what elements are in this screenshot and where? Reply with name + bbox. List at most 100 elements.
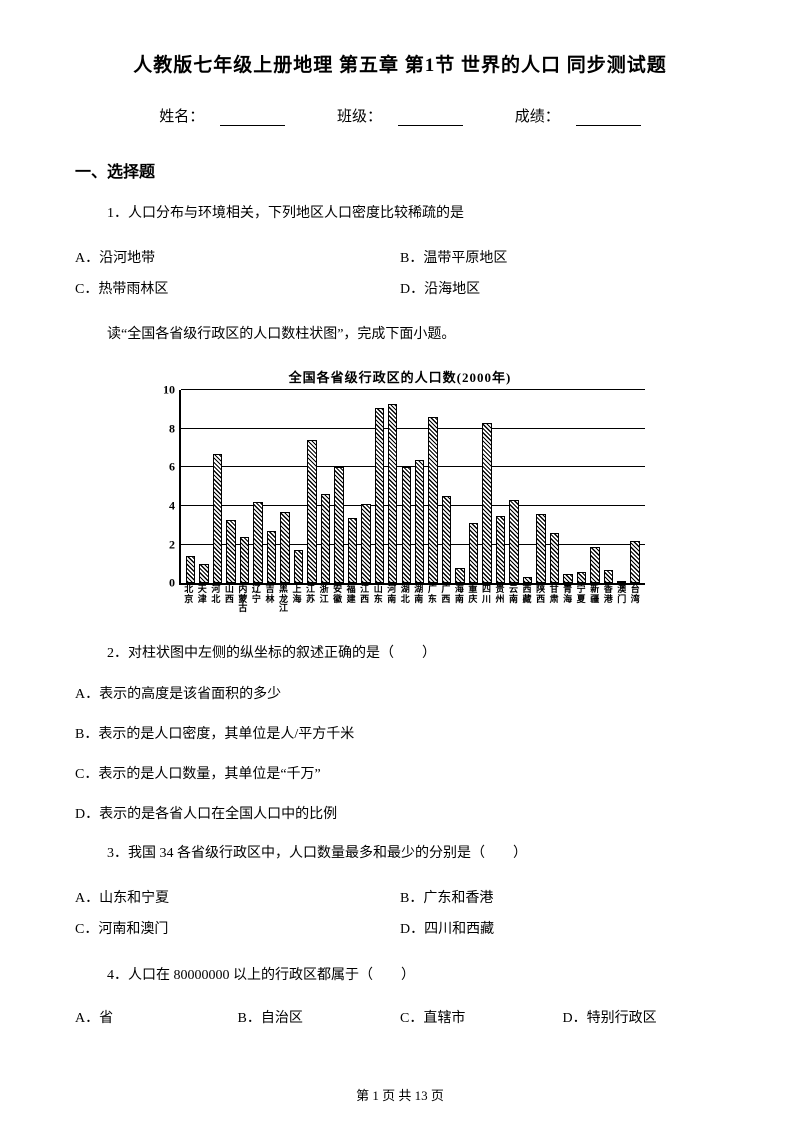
bar-wrap: [628, 390, 641, 583]
x-tick-label: 广西: [439, 585, 453, 613]
q1-opt-c: C．热带雨林区: [75, 275, 400, 306]
bar: [536, 514, 545, 583]
name-blank: [220, 125, 285, 126]
q3-text: 3．我国 34 各省级行政区中，人口数量最多和最少的分别是（ ）: [107, 842, 725, 866]
bar-wrap: [575, 390, 588, 583]
q3-opt-b: B．广东和香港: [400, 884, 725, 915]
x-tick-label: 内蒙古: [236, 585, 250, 613]
chart-title: 全国各省级行政区的人口数(2000年): [155, 367, 645, 386]
x-tick-label: 澳门: [615, 585, 629, 613]
bar: [455, 568, 464, 583]
bar-wrap: [265, 390, 278, 583]
x-tick-label: 辽宁: [250, 585, 264, 613]
x-tick-label: 吉林: [263, 585, 277, 613]
bar-wrap: [292, 390, 305, 583]
bar-wrap: [332, 390, 345, 583]
q4-opt-a: A．省: [75, 1006, 238, 1031]
x-tick-label: 广东: [426, 585, 440, 613]
bar: [402, 467, 411, 583]
page-title: 人教版七年级上册地理 第五章 第1节 世界的人口 同步测试题: [75, 50, 725, 77]
bar-wrap: [211, 390, 224, 583]
x-tick-label: 河南: [385, 585, 399, 613]
bar: [307, 440, 316, 583]
bar: [630, 541, 639, 583]
bar-wrap: [548, 390, 561, 583]
q4-opt-d: D．特别行政区: [563, 1006, 726, 1031]
x-tick-label: 浙江: [317, 585, 331, 613]
bar: [617, 581, 626, 583]
x-tick-label: 山西: [223, 585, 237, 613]
bar: [604, 570, 613, 584]
bar: [577, 572, 586, 584]
q2-opt-a: A．表示的高度是该省面积的多少: [75, 683, 725, 707]
bar: [563, 574, 572, 584]
x-tick-label: 新疆: [588, 585, 602, 613]
y-tick-label: 2: [169, 537, 181, 552]
page-footer: 第 1 页 共 13 页: [0, 1085, 800, 1104]
bar-wrap: [521, 390, 534, 583]
bar: [199, 564, 208, 583]
bar: [361, 504, 370, 583]
x-tick-label: 陕西: [534, 585, 548, 613]
bar: [523, 577, 532, 583]
bar: [267, 531, 276, 583]
x-tick-label: 北京: [182, 585, 196, 613]
bar: [415, 460, 424, 584]
bar: [388, 404, 397, 583]
bar-wrap: [440, 390, 453, 583]
x-tick-label: 青海: [561, 585, 575, 613]
q2-opt-b: B．表示的是人口密度，其单位是人/平方千米: [75, 723, 725, 747]
bar: [428, 417, 437, 583]
bar: [240, 537, 249, 583]
q1-options: A．沿河地带 B．温带平原地区 C．热带雨林区 D．沿海地区: [75, 244, 725, 306]
x-tick-label: 西藏: [520, 585, 534, 613]
x-tick-label: 天津: [196, 585, 210, 613]
q1-opt-b: B．温带平原地区: [400, 244, 725, 275]
bar-wrap: [400, 390, 413, 583]
bar-wrap: [588, 390, 601, 583]
chart-container: 全国各省级行政区的人口数(2000年) 0246810 北京天津河北山西内蒙古辽…: [155, 367, 645, 613]
bar: [442, 496, 451, 583]
x-tick-label: 福建: [344, 585, 358, 613]
q1-text: 1．人口分布与环境相关，下列地区人口密度比较稀疏的是: [107, 202, 725, 226]
bar-wrap: [602, 390, 615, 583]
y-tick-label: 10: [163, 383, 181, 398]
bar: [469, 523, 478, 583]
x-tick-label: 湖北: [399, 585, 413, 613]
bar-wrap: [386, 390, 399, 583]
x-tick-label: 宁夏: [574, 585, 588, 613]
x-tick-label: 甘肃: [547, 585, 561, 613]
bar: [226, 520, 235, 584]
x-tick-label: 上海: [290, 585, 304, 613]
x-tick-label: 云南: [507, 585, 521, 613]
info-row: 姓名： 班级： 成绩：: [75, 105, 725, 126]
bar-wrap: [305, 390, 318, 583]
x-tick-label: 黑龙江: [277, 585, 291, 613]
score-label: 成绩：: [515, 109, 560, 125]
bar-wrap: [373, 390, 386, 583]
bar-wrap: [615, 390, 628, 583]
x-axis-labels: 北京天津河北山西内蒙古辽宁吉林黑龙江上海江苏浙江安徽福建江西山东河南湖北湖南广东…: [179, 585, 645, 613]
q2-opt-c: C．表示的是人口数量，其单位是“千万”: [75, 763, 725, 787]
bar: [213, 454, 222, 583]
q4-opt-c: C．直辖市: [400, 1006, 563, 1031]
x-tick-label: 江西: [358, 585, 372, 613]
q3-options: A．山东和宁夏 B．广东和香港 C．河南和澳门 D．四川和西藏: [75, 884, 725, 946]
bar-wrap: [413, 390, 426, 583]
bar: [348, 518, 357, 584]
bar: [509, 500, 518, 583]
q4-text: 4．人口在 80000000 以上的行政区都属于（ ）: [107, 964, 725, 988]
bar: [375, 408, 384, 584]
x-tick-label: 湖南: [412, 585, 426, 613]
bar-wrap: [346, 390, 359, 583]
bar: [590, 547, 599, 584]
section-header: 一、选择题: [75, 158, 725, 182]
x-tick-label: 重庆: [466, 585, 480, 613]
x-tick-label: 台湾: [629, 585, 643, 613]
q3-opt-a: A．山东和宁夏: [75, 884, 400, 915]
bar-wrap: [561, 390, 574, 583]
bar: [550, 533, 559, 583]
bar-wrap: [238, 390, 251, 583]
x-tick-label: 贵州: [493, 585, 507, 613]
y-tick-label: 0: [169, 576, 181, 591]
